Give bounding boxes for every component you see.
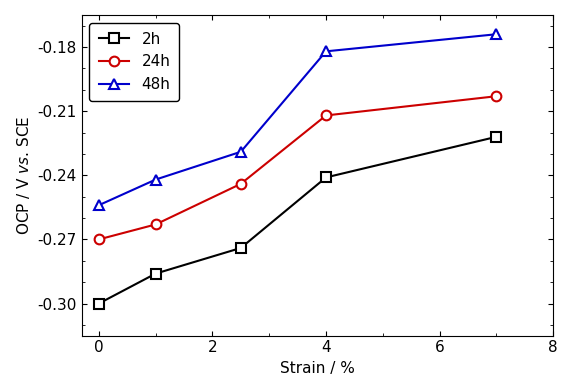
Line: 24h: 24h [94, 91, 501, 244]
48h [95, 203, 102, 208]
48h [493, 32, 500, 37]
Line: 48h: 48h [94, 29, 501, 210]
24h [323, 113, 329, 118]
X-axis label: Strain / %: Strain / % [280, 361, 355, 376]
24h [152, 222, 159, 227]
Line: 2h: 2h [94, 132, 501, 308]
48h [152, 177, 159, 182]
24h [95, 237, 102, 242]
48h [323, 49, 329, 54]
2h [323, 175, 329, 180]
24h [493, 94, 500, 99]
2h [237, 246, 244, 250]
2h [95, 301, 102, 306]
Y-axis label: OCP / V $\it{vs}$. SCE: OCP / V $\it{vs}$. SCE [15, 115, 32, 235]
2h [152, 271, 159, 276]
2h [493, 135, 500, 139]
48h [237, 149, 244, 154]
24h [237, 181, 244, 186]
Legend: 2h, 24h, 48h: 2h, 24h, 48h [89, 23, 179, 101]
